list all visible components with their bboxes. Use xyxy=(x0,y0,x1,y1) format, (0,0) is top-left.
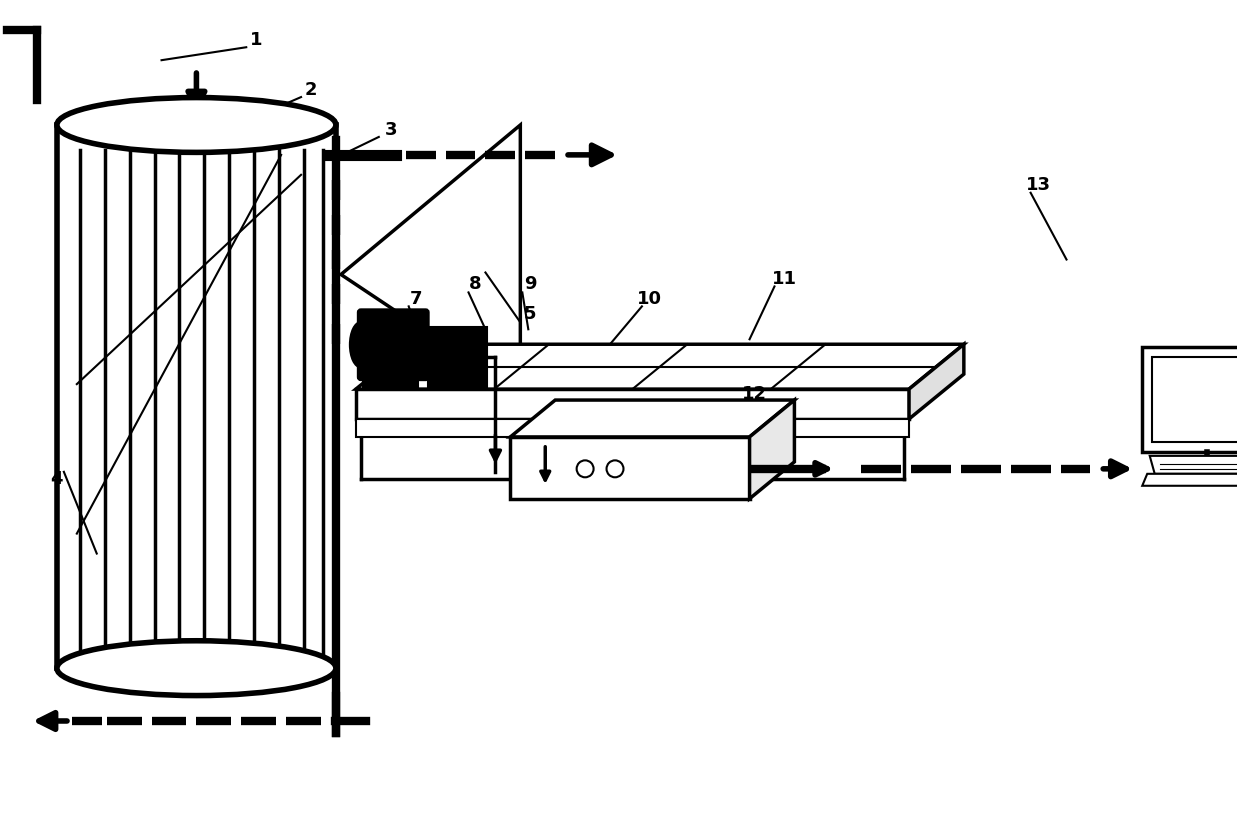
FancyBboxPatch shape xyxy=(358,309,429,380)
Polygon shape xyxy=(909,344,964,419)
Text: 13: 13 xyxy=(1026,176,1051,193)
Polygon shape xyxy=(1150,456,1239,474)
Polygon shape xyxy=(1152,357,1239,442)
Polygon shape xyxy=(510,400,794,437)
Text: 2: 2 xyxy=(305,81,317,99)
Polygon shape xyxy=(1142,347,1239,452)
Text: 12: 12 xyxy=(742,385,767,403)
Text: 8: 8 xyxy=(470,275,482,294)
FancyBboxPatch shape xyxy=(427,327,487,387)
Polygon shape xyxy=(1142,474,1239,485)
Text: 1: 1 xyxy=(250,31,263,49)
Text: 6: 6 xyxy=(369,350,382,368)
Ellipse shape xyxy=(349,322,372,368)
Polygon shape xyxy=(750,400,794,499)
Text: 11: 11 xyxy=(772,270,797,289)
Text: 4: 4 xyxy=(51,470,63,488)
Text: 3: 3 xyxy=(384,121,396,139)
Polygon shape xyxy=(356,389,909,419)
Text: 10: 10 xyxy=(637,290,663,309)
Ellipse shape xyxy=(57,98,336,153)
FancyBboxPatch shape xyxy=(363,344,418,389)
Ellipse shape xyxy=(57,641,336,696)
Text: 5: 5 xyxy=(524,305,536,324)
Text: 7: 7 xyxy=(409,290,422,309)
Polygon shape xyxy=(510,437,750,499)
Polygon shape xyxy=(356,419,909,437)
Polygon shape xyxy=(356,344,964,389)
Text: 9: 9 xyxy=(524,275,536,294)
